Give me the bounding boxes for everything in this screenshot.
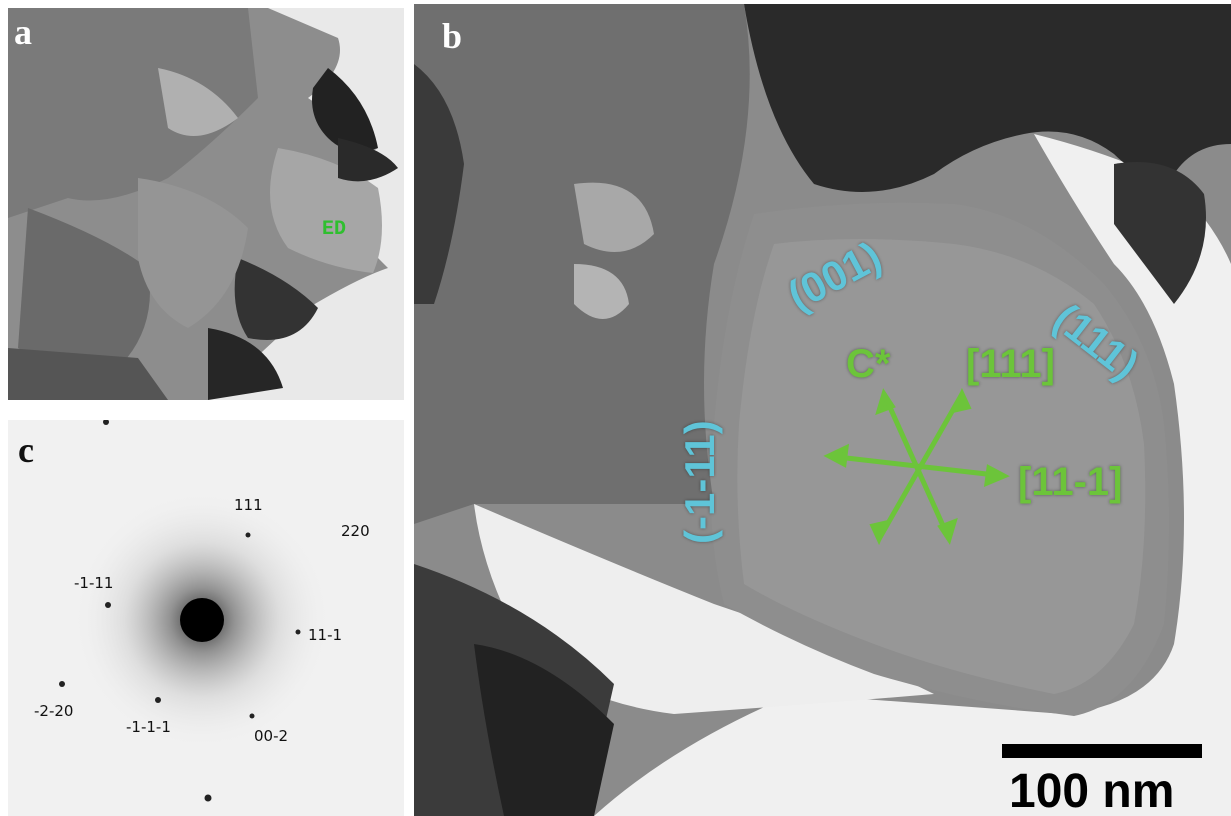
tem-overview-image — [8, 8, 404, 400]
direction-label-11m1: [11-1] — [1018, 460, 1123, 504]
tem-overview-panel: a ED — [8, 8, 404, 400]
spot-label-111: 111 — [234, 496, 263, 514]
diffraction-pattern — [8, 420, 404, 816]
spot-label-m2m20: -2-20 — [34, 702, 74, 720]
plane-label-m1m11: (-1-11) — [676, 420, 723, 544]
panel-letter-c: c — [18, 430, 34, 470]
scale-bar — [1002, 744, 1202, 758]
diffraction-spots — [59, 420, 301, 802]
panel-letter-a: a — [14, 12, 32, 52]
direction-label-111: [111] — [966, 342, 1055, 386]
ed-region-label: ED — [322, 218, 347, 241]
tem-detail-panel: b (001) (111) (-1-11) C* [111] [11-1] 10… — [414, 4, 1231, 816]
diffraction-panel: c 111 220 -1-11 11-1 -2-20 -1-1-1 00-2 — [8, 420, 404, 816]
direction-arrows — [823, 387, 1010, 546]
spot-label-m1m1m1: -1-1-1 — [126, 718, 171, 736]
spot-label-00m2: 00-2 — [254, 727, 289, 745]
panel-letter-b: b — [442, 16, 463, 56]
tem-detail-image — [414, 4, 1231, 816]
spot-label-220: 220 — [341, 522, 370, 540]
spot-label-11m1: 11-1 — [308, 626, 343, 644]
scale-bar-label: 100 nm — [1009, 765, 1175, 816]
direction-label-c-star: C* — [846, 342, 891, 386]
spot-label-m1m11: -1-11 — [74, 574, 114, 592]
